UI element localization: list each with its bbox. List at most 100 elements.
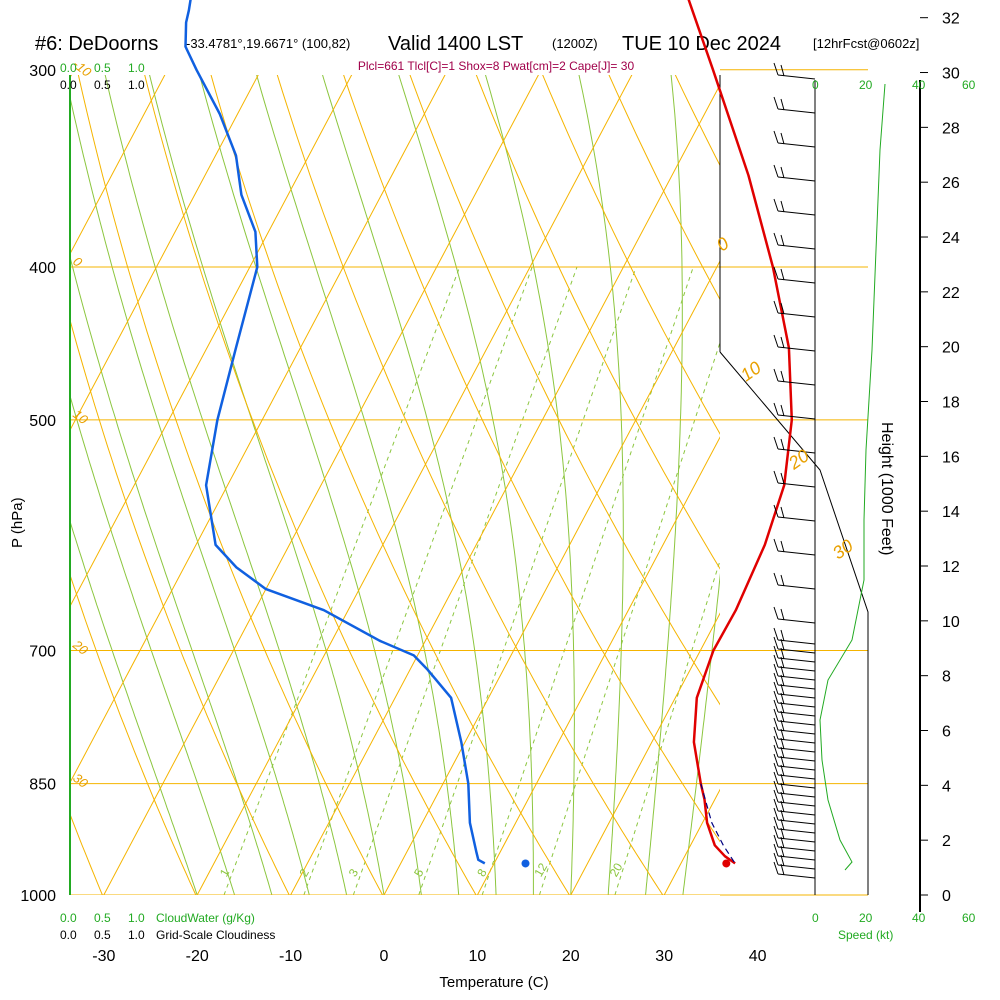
pressure-tick-label: 700 — [29, 644, 56, 661]
isotherm-line — [851, 0, 1000, 895]
wind-barb-flag — [780, 755, 785, 768]
moist-adiabat-line — [70, 255, 273, 895]
wind-barb-flag — [780, 64, 785, 77]
wind-barb-flag — [773, 334, 779, 348]
moist-adiabat-line — [149, 75, 385, 895]
temperature-tick-label: 0 — [380, 948, 389, 965]
wind-barb-flag — [780, 818, 785, 831]
wind-barbs — [773, 62, 816, 879]
pressure-tick-label: 1000 — [20, 888, 56, 905]
wind-barb-flag — [780, 782, 785, 795]
mixing-ratio-line — [481, 266, 694, 895]
wind-barb-flag — [780, 773, 785, 786]
speed-top-2: 40 — [912, 78, 926, 92]
cloudwater-scale-bottom: 0.0 0.5 1.0 CloudWater (g/Kg) 0.0 0.5 1.… — [60, 911, 275, 942]
wind-barb-flag — [773, 300, 779, 314]
moist-adiabat-line — [578, 75, 624, 895]
mixing-ratio-lines — [223, 266, 720, 895]
wind-barb-flag — [780, 836, 785, 849]
wind-barb-flag — [773, 572, 779, 586]
speed-top-0: 0 — [812, 78, 819, 92]
speed-top-3: 60 — [962, 78, 976, 92]
wind-barb-flag — [780, 302, 785, 315]
height-tick-label: 14 — [942, 504, 960, 521]
wind-barb-flag — [780, 132, 785, 145]
wind-barb-flag — [773, 780, 779, 794]
cloudiness-label: Grid-Scale Cloudiness — [156, 928, 275, 942]
temperature-axis-label: Temperature (C) — [439, 974, 548, 991]
mixing-ratio-label: 20 — [607, 860, 626, 879]
profiles — [184, 0, 794, 868]
mixing-ratio-line — [352, 266, 578, 895]
height-tick-label: 16 — [942, 449, 960, 466]
wind-barb-flag — [773, 744, 779, 758]
isotherm-line — [290, 83, 720, 895]
dry-adiabat-line — [475, 75, 720, 570]
wind-barb-flag — [773, 266, 779, 280]
temperature-tick-label: 30 — [655, 948, 673, 965]
speed-scale-bottom: 0 20 40 60 Speed (kt) — [812, 911, 976, 942]
isotherm-line — [196, 75, 633, 895]
temperature-tick-label: 40 — [749, 948, 767, 965]
wind-barb-flag — [773, 861, 779, 875]
wind-barb-flag — [773, 816, 779, 830]
dry-adiabat-line — [0, 0, 9, 895]
wind-barb-flag — [780, 629, 785, 642]
pressure-tick-label: 850 — [29, 777, 56, 794]
wind-barb-flag — [780, 98, 785, 111]
cw-top-0: 0.0 — [60, 61, 77, 75]
cloud-bottom-2: 1.0 — [128, 928, 145, 942]
wind-barb-flag — [780, 809, 785, 822]
wind-barb-flag — [780, 370, 785, 383]
dewpoint-profile — [184, 0, 486, 865]
sounding-parameters: Plcl=661 Tlcl[C]=1 Shox=8 Pwat[cm]=2 Cap… — [358, 59, 635, 73]
temperature-tick-label: -20 — [186, 948, 209, 965]
forecast-info: [12hrFcst@0602z] — [813, 36, 919, 51]
wind-barb-flag — [780, 674, 785, 687]
wind-barb-flag — [780, 863, 785, 876]
cloud-bottom-1: 0.5 — [94, 928, 111, 942]
moist-adiabat-line — [199, 75, 422, 895]
mixing-ratio-label: 1 — [217, 866, 233, 879]
wind-barb-flag — [773, 606, 779, 620]
height-tick-label: 0 — [942, 888, 951, 905]
mixing-ratio-label: 3 — [346, 866, 362, 879]
wind-barb-flag — [780, 746, 785, 759]
moist-adiabat-line — [70, 94, 310, 895]
moist-adiabats — [70, 75, 720, 895]
surface-temperature-dot — [722, 859, 731, 868]
speed-bottom-1: 20 — [859, 911, 873, 925]
wind-barb-flag — [773, 402, 779, 416]
wind-barb-flag — [780, 800, 785, 813]
wind-barb-flag — [780, 854, 785, 867]
moist-adiabat-line — [104, 75, 348, 895]
height-tick-label: 12 — [942, 559, 960, 576]
pressure-tick-label: 500 — [29, 413, 56, 430]
cloud-bottom-0: 0.0 — [60, 928, 77, 942]
isotherm-line — [476, 436, 720, 895]
temperature-profile — [687, 0, 794, 865]
height-tick-label: 4 — [942, 778, 951, 795]
speed-bottom-3: 60 — [962, 911, 976, 925]
wind-barb-flag — [773, 726, 779, 740]
wind-barb-flag — [773, 654, 779, 668]
wind-barb-flag — [780, 166, 785, 179]
cw-top-1: 0.5 — [94, 61, 111, 75]
wind-barb-flag — [773, 636, 779, 650]
wind-barb-flag — [780, 268, 785, 281]
wind-barb-flag — [773, 789, 779, 803]
wind-barb-flag — [773, 62, 779, 76]
moist-adiabat-line — [70, 394, 236, 895]
wind-barb-flag — [773, 96, 779, 110]
height-tick-label: 10 — [942, 614, 960, 631]
mixing-ratio-label: 12 — [531, 860, 550, 879]
isotherm-line — [70, 75, 259, 432]
wind-barb-flag — [780, 845, 785, 858]
dry-adiabat-line — [77, 75, 384, 895]
wind-barb-flag — [780, 608, 785, 621]
wind-barb-flag — [773, 436, 779, 450]
temperature-tick-label: 20 — [562, 948, 580, 965]
surface-dewpoint-dot — [521, 859, 530, 868]
wind-barb-flag — [773, 708, 779, 722]
